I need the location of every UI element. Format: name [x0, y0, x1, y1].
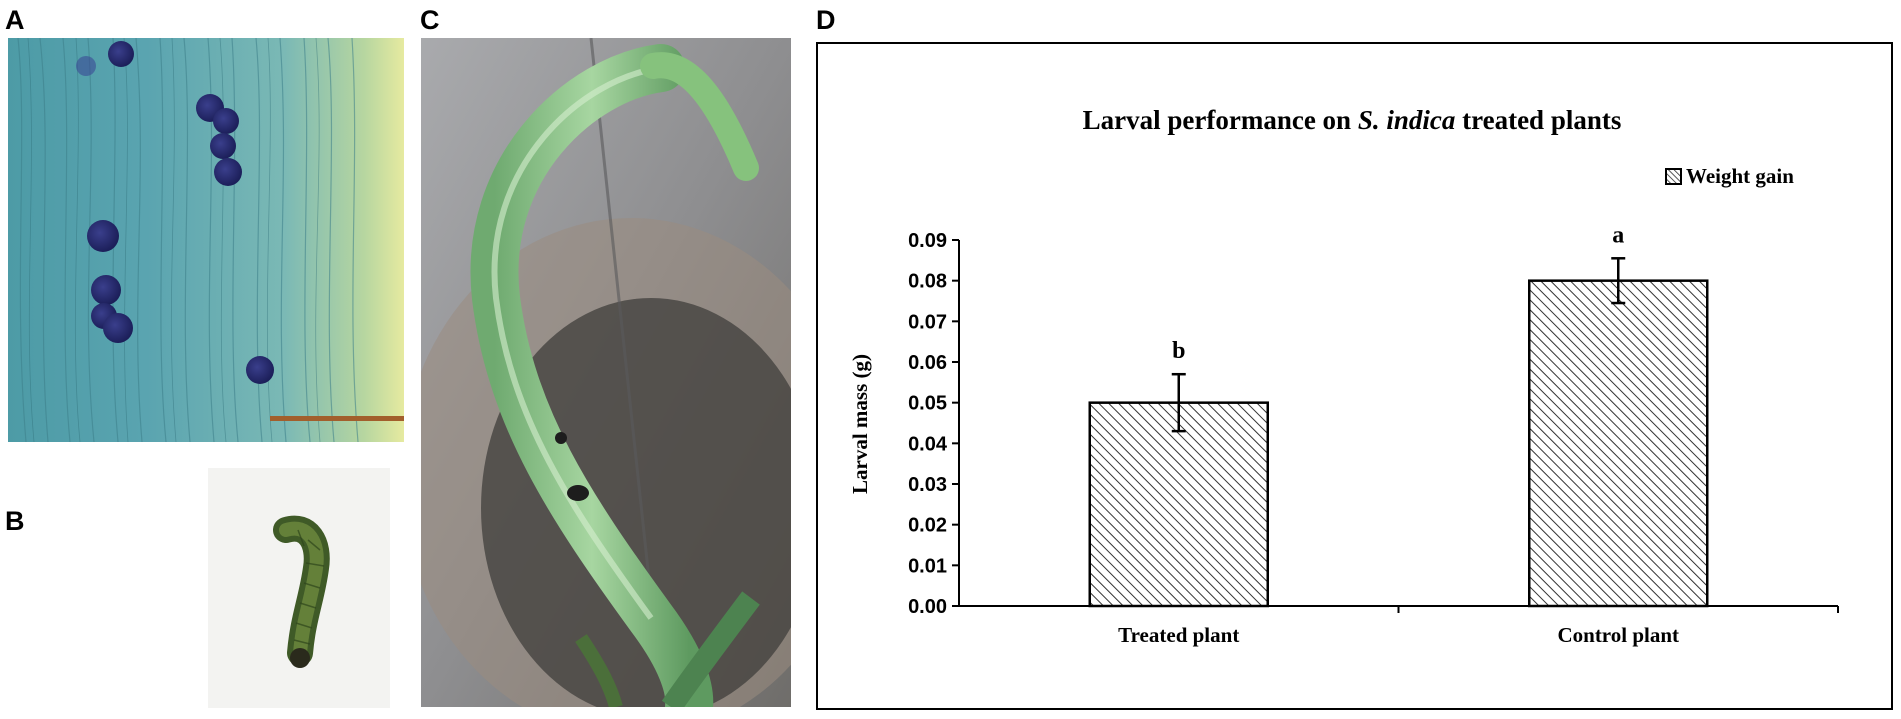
- y-tick-label: 0.01: [908, 555, 947, 577]
- bar: [1088, 401, 1269, 608]
- legend-label: Weight gain: [1686, 164, 1794, 188]
- plant-svg: [421, 38, 791, 707]
- chart-title: Larval performance on S. indica treated …: [1083, 105, 1622, 135]
- plant-photo: [421, 38, 791, 707]
- x-tick-label: Control plant: [1557, 623, 1679, 647]
- panel-label-a: A: [5, 5, 25, 35]
- legend-swatch: [1665, 168, 1682, 185]
- larva-photo: [208, 468, 390, 708]
- bar-chart-panel: Larval performance on S. indica treated …: [816, 42, 1893, 710]
- micrograph-svg: [8, 38, 404, 442]
- chart-legend: Weight gain: [1665, 164, 1794, 188]
- bar: [1528, 279, 1709, 608]
- bar-chart-svg: Larval performance on S. indica treated …: [848, 105, 1839, 647]
- significance-letter: b: [1172, 338, 1185, 364]
- y-axis-label: Larval mass (g): [848, 354, 872, 494]
- larva-svg: [208, 468, 390, 708]
- y-tick-label: 0.09: [908, 230, 947, 252]
- scale-bar: [270, 416, 404, 421]
- y-tick-label: 0.07: [908, 311, 947, 333]
- y-tick-label: 0.06: [908, 352, 947, 374]
- y-tick-label: 0.00: [908, 596, 947, 618]
- micrograph-image: [8, 38, 404, 442]
- x-tick-label: Treated plant: [1118, 623, 1239, 647]
- panel-label-b: B: [5, 506, 25, 536]
- panel-label-c: C: [420, 5, 440, 35]
- panel-label-d: D: [816, 5, 836, 35]
- significance-letter: a: [1612, 222, 1624, 248]
- y-tick-label: 0.08: [908, 271, 947, 293]
- y-tick-label: 0.03: [908, 474, 947, 496]
- y-tick-label: 0.02: [908, 515, 947, 537]
- y-tick-label: 0.04: [908, 433, 948, 455]
- y-tick-label: 0.05: [908, 393, 947, 415]
